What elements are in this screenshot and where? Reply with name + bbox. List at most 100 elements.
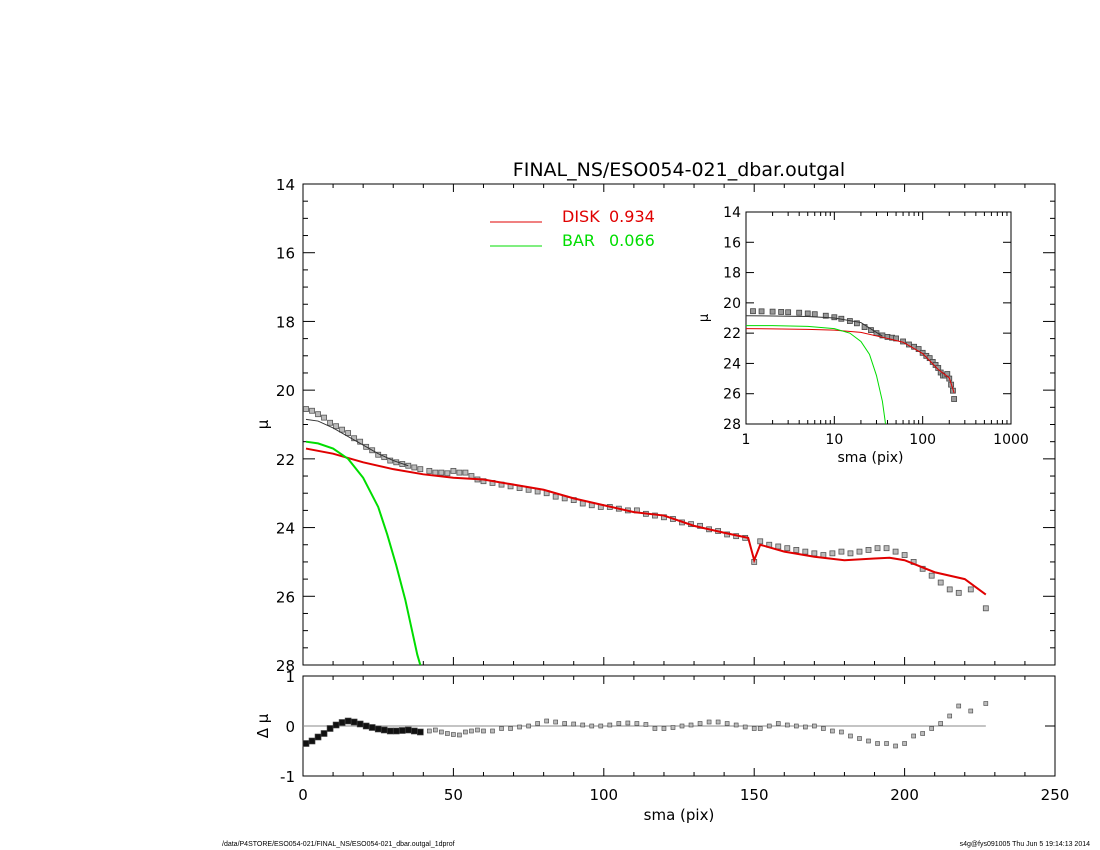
residual-data-point <box>427 728 432 734</box>
residual-data-point <box>308 737 316 745</box>
residual-x-tick-label: 250 <box>1041 786 1070 804</box>
inset-panel: 1 10 100 1000 14 16 18 20 22 24 26 28 sma (pix) μ <box>697 205 1029 466</box>
inset-data-point <box>796 309 803 316</box>
residual-data-point <box>857 736 862 741</box>
inset-x-tick-label: 1000 <box>993 432 1029 448</box>
legend-bar-label: BAR <box>562 231 595 250</box>
main-data-point <box>417 466 424 473</box>
residual-data-point <box>404 726 412 734</box>
residual-data-point <box>535 721 540 726</box>
residual-data-point <box>457 732 462 738</box>
residual-data-point <box>947 713 953 719</box>
residual-data-point <box>625 720 631 726</box>
main-data-point <box>444 470 451 477</box>
residual-data-point <box>679 723 685 729</box>
residual-y-axis-label: Δ μ <box>254 713 272 738</box>
residual-data-point <box>911 733 916 739</box>
residual-data-point <box>968 708 974 714</box>
residual-data-point <box>481 728 486 734</box>
residual-data-point <box>688 722 694 728</box>
inset-data-point <box>919 349 926 356</box>
residual-data-point <box>697 721 703 726</box>
main-data-point <box>982 605 989 612</box>
residual-data-point <box>417 728 424 736</box>
residual-data-point <box>344 717 352 725</box>
main-y-tick-label: 16 <box>276 245 295 263</box>
residual-data-point <box>386 727 394 735</box>
inset-data-point <box>831 314 838 321</box>
inset-y-tick-label: 24 <box>723 356 741 372</box>
main-data-point <box>856 548 863 555</box>
residual-data-point <box>326 725 334 732</box>
main-data-point <box>811 550 818 557</box>
residual-data-point <box>374 725 382 733</box>
residual-data-point <box>956 703 962 709</box>
residual-data-point <box>634 721 640 726</box>
inset-x-tick-label: 100 <box>909 432 936 448</box>
main-data-point <box>874 545 881 552</box>
main-data-point <box>946 586 953 593</box>
residual-data-point <box>332 721 340 729</box>
legend-disk-label: DISK <box>562 207 600 226</box>
inset-data-point <box>750 308 756 315</box>
main-panel: 14 16 18 20 22 24 26 28 FINAL_NS/ESO054-021_dba… <box>254 159 1056 675</box>
main-data-point <box>955 589 962 596</box>
main-data-point <box>928 572 935 579</box>
main-data-point <box>339 426 346 433</box>
residual-data-point <box>490 728 495 734</box>
residual-y-tick-label: -1 <box>280 768 295 786</box>
residual-data-point <box>320 730 328 737</box>
residual-data-point <box>803 724 808 730</box>
residual-x-tick-label: 50 <box>444 786 463 804</box>
residual-data-point <box>350 718 358 726</box>
main-data-point <box>450 467 457 474</box>
residual-data-point <box>775 721 781 726</box>
residual-y-tick-label: 1 <box>285 668 295 686</box>
residual-data-point <box>983 701 989 706</box>
inset-x-tick-label: 10 <box>825 432 843 448</box>
main-data-point <box>552 493 559 500</box>
main-y-tick-label: 24 <box>276 520 295 538</box>
residual-data-point <box>757 726 763 731</box>
residual-x-tick-label: 200 <box>890 786 919 804</box>
residual-data-point <box>499 726 504 731</box>
inset-y-axis-label: μ <box>697 314 712 322</box>
inset-y-tick-label: 28 <box>723 417 741 433</box>
main-data-point <box>883 545 890 552</box>
main-data-point <box>333 423 339 430</box>
residual-data-point <box>562 721 567 726</box>
residual-data-point <box>451 732 456 737</box>
residual-data-point <box>553 719 558 725</box>
residual-data-point <box>302 740 310 747</box>
residual-y-tick-label: 0 <box>285 718 295 736</box>
residual-data-point <box>742 724 748 730</box>
residual-data-point <box>433 727 438 733</box>
main-data-point <box>432 469 439 476</box>
residual-x-tick-label: 150 <box>740 786 769 804</box>
residual-panel: 0 50 100 150 200 250-101 sma (pix) Δ μ <box>254 668 1069 824</box>
legend-disk-value: 0.934 <box>609 207 655 226</box>
main-y-tick-label: 20 <box>276 382 295 400</box>
main-data-point <box>757 538 764 545</box>
main-data-point <box>865 547 872 553</box>
residual-data-point <box>398 727 406 734</box>
inset-series <box>746 308 958 424</box>
residual-data-point <box>766 723 772 729</box>
main-y-tick-label: 14 <box>276 176 295 194</box>
main-y-tick-label: 28 <box>276 657 295 675</box>
main-data-point <box>775 543 782 550</box>
residual-data-point <box>338 719 346 726</box>
main-data-point <box>901 552 908 558</box>
residual-data-point <box>598 723 604 729</box>
residual-data-point <box>751 726 757 731</box>
main-data-point <box>802 548 809 555</box>
residual-data-point <box>733 722 739 728</box>
residual-axes: 0 50 100 150 200 250-101 <box>280 668 1069 804</box>
residual-data-point <box>589 723 595 729</box>
inset-y-tick-label: 26 <box>723 387 741 403</box>
residual-data-point <box>469 728 474 734</box>
residual-data-point <box>884 741 889 746</box>
inset-axes: 1 10 100 1000 14 16 18 20 22 24 26 28 <box>723 205 1029 448</box>
main-data-point <box>321 414 327 421</box>
residual-data-point <box>902 741 907 746</box>
